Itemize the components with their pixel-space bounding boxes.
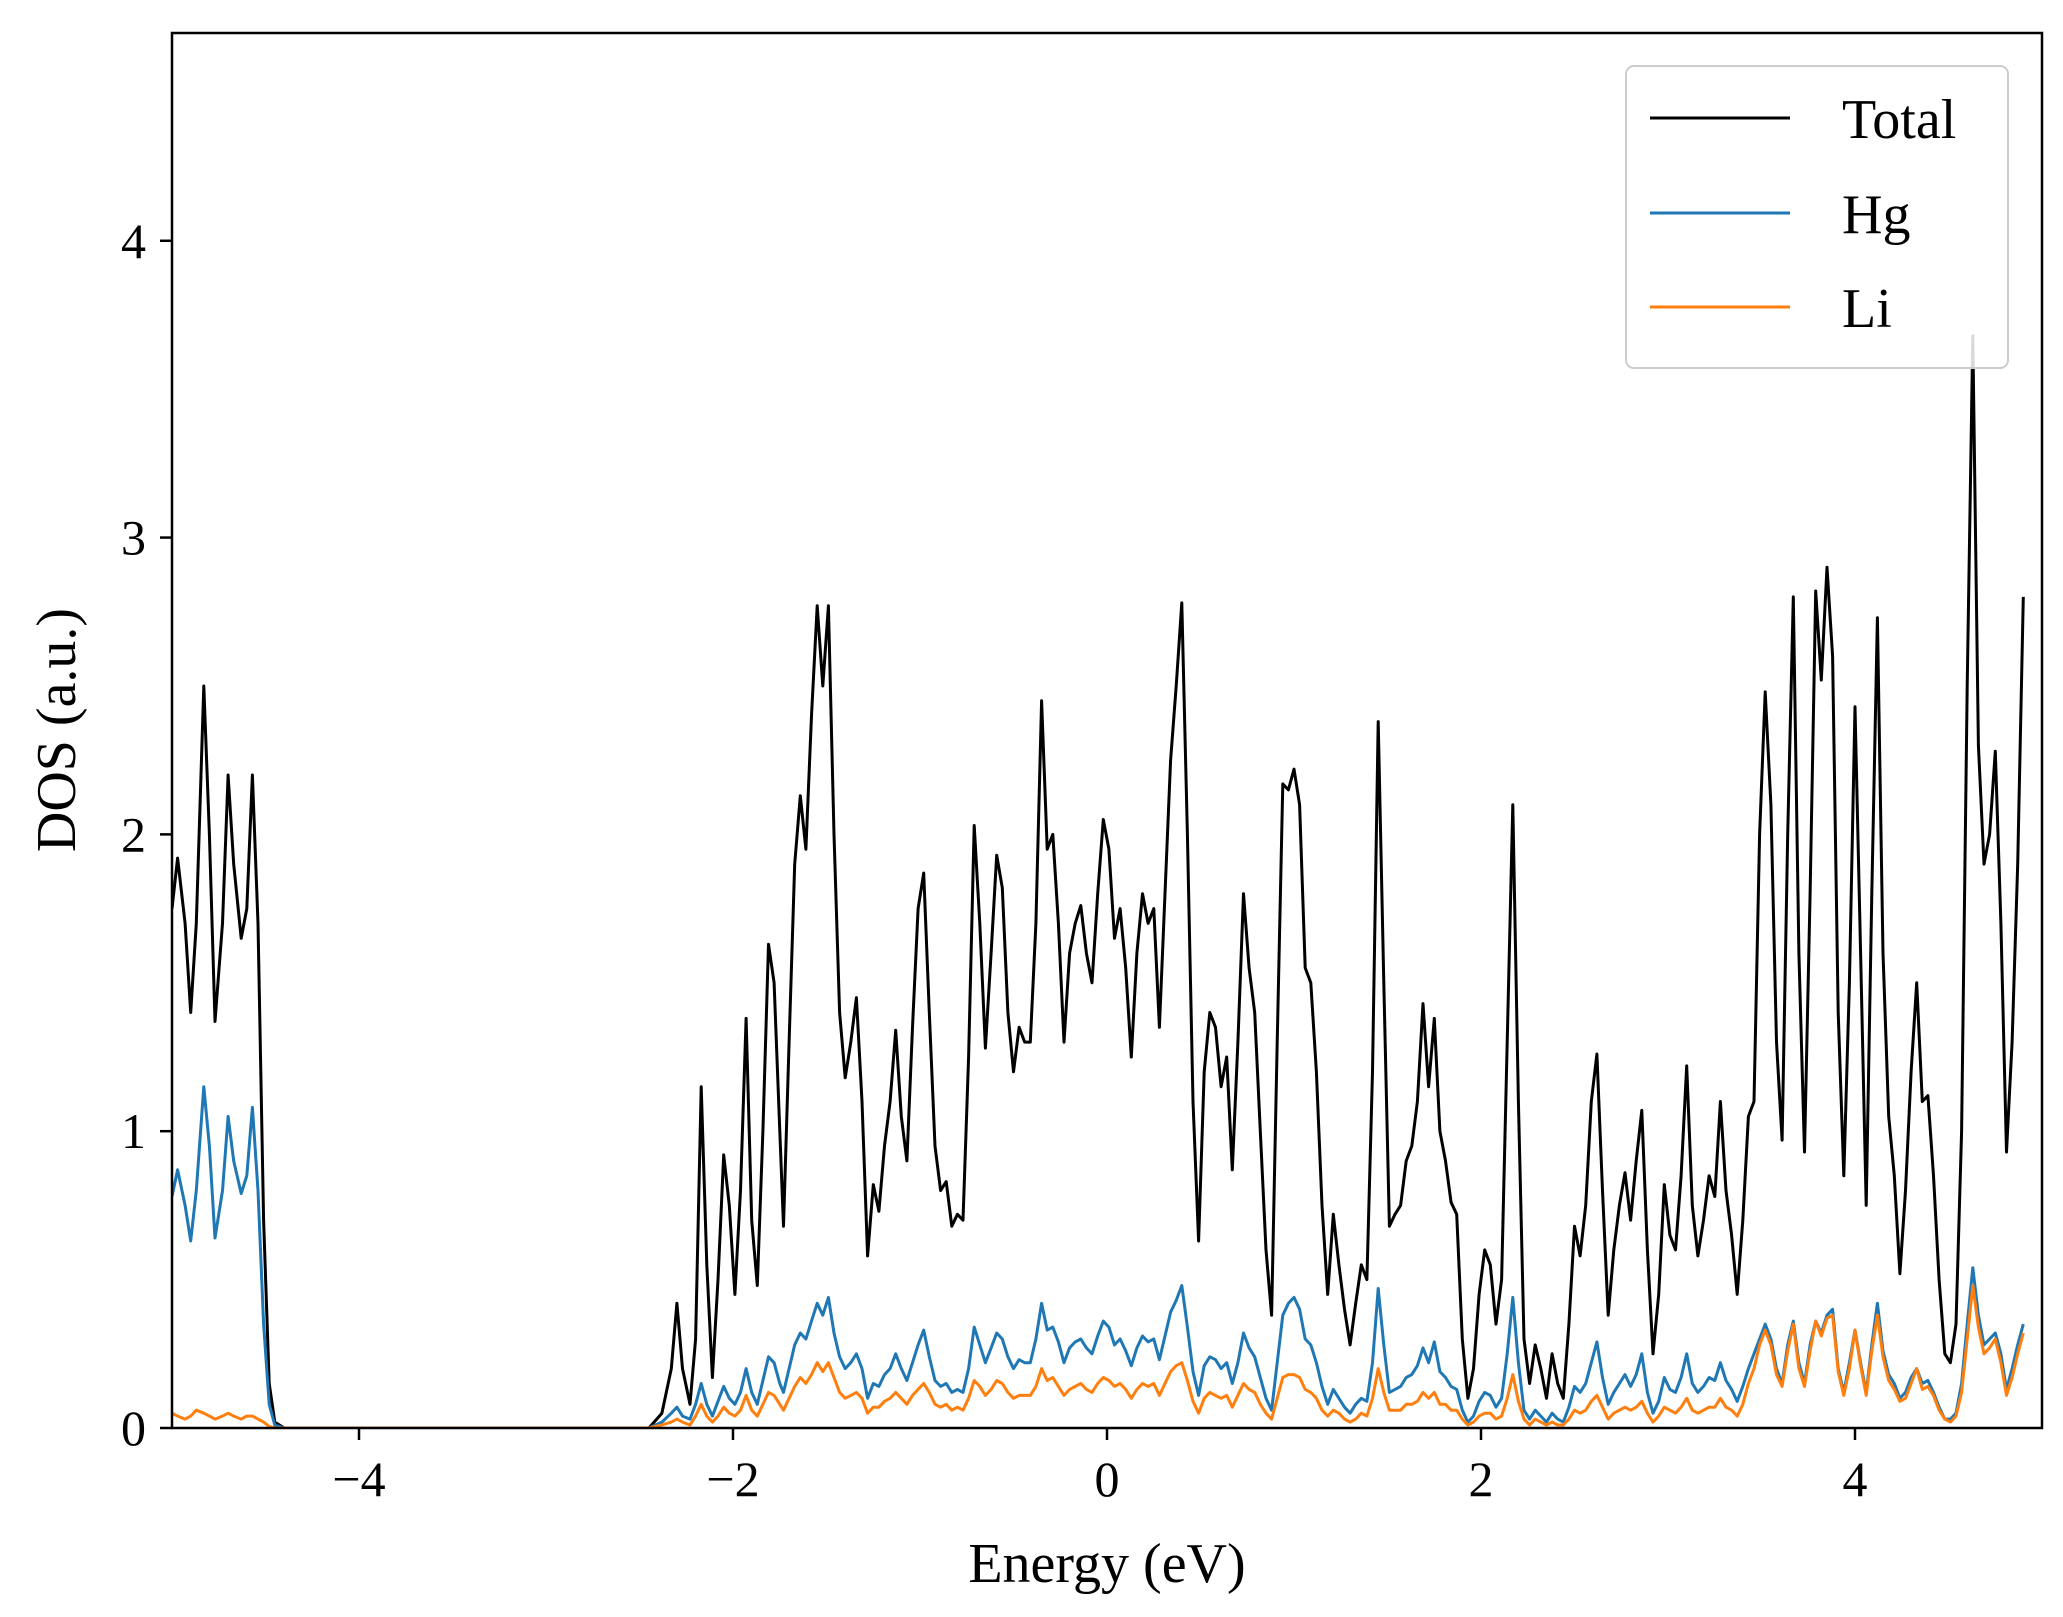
y-tick-label: 4: [121, 213, 146, 269]
x-tick-label: −4: [332, 1451, 385, 1507]
legend-box: [1625, 65, 2009, 369]
y-axis: 0 1 2 3 4: [121, 213, 172, 1456]
y-tick-label: 3: [121, 510, 146, 566]
legend-label-hg: Hg: [1842, 184, 1910, 246]
x-tick-label: 4: [1843, 1451, 1868, 1507]
legend-label-li: Li: [1842, 278, 1892, 340]
x-axis-label: Energy (eV): [968, 1533, 1245, 1595]
x-tick-label: 0: [1095, 1451, 1120, 1507]
series-line-hg: [172, 1085, 2025, 1428]
y-tick-label: 2: [121, 806, 146, 862]
x-axis: −4 −2 0 2 4: [332, 1428, 1868, 1507]
y-axis-label: DOS (a.u.): [26, 608, 88, 852]
series-line-total: [172, 334, 2025, 1428]
y-tick-label: 1: [121, 1103, 146, 1159]
legend-label-total: Total: [1842, 89, 1956, 151]
y-tick-label: 0: [121, 1400, 146, 1456]
series-line-li: [172, 1284, 2025, 1428]
x-tick-label: 2: [1469, 1451, 1494, 1507]
series-layer: [172, 334, 2025, 1428]
legend: Total Hg Li: [1625, 65, 2009, 369]
x-tick-label: −2: [706, 1451, 759, 1507]
